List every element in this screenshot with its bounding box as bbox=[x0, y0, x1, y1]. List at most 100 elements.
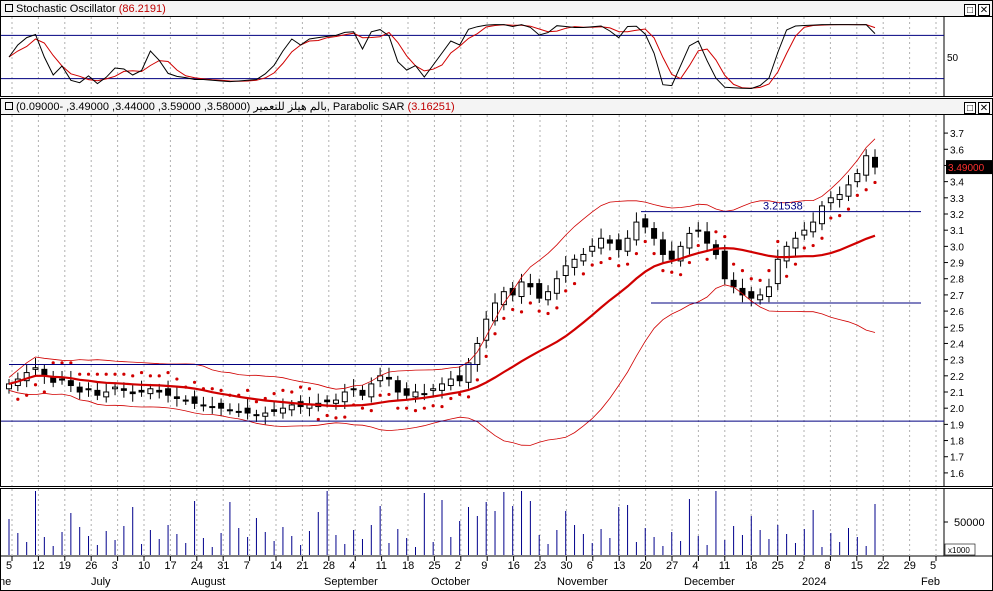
sar-dot bbox=[42, 390, 46, 394]
candle-body bbox=[774, 258, 781, 285]
date-label: 4 bbox=[692, 560, 698, 572]
close-button[interactable]: ✕ bbox=[978, 102, 990, 114]
candle-body bbox=[598, 237, 605, 249]
candle-body bbox=[447, 378, 454, 387]
candle-body bbox=[165, 388, 172, 396]
y-tick-label: 2.8 bbox=[950, 275, 964, 286]
sar-dot bbox=[687, 260, 692, 265]
date-label: 23 bbox=[534, 560, 546, 572]
sar-dot bbox=[290, 390, 294, 394]
sar-dot bbox=[643, 239, 647, 244]
date-label: 25 bbox=[772, 560, 784, 572]
candle-body bbox=[695, 229, 702, 232]
y-tick-label: 2.4 bbox=[950, 339, 964, 350]
candle-body bbox=[324, 399, 331, 403]
y-tick-label: 1.7 bbox=[950, 453, 964, 464]
sar-dot bbox=[732, 262, 736, 266]
sar-dot bbox=[811, 243, 815, 248]
date-label: 25 bbox=[428, 560, 440, 572]
date-label: 11 bbox=[719, 560, 730, 572]
date-label: 2 bbox=[798, 560, 804, 572]
date-label: 9 bbox=[481, 560, 487, 572]
sar-dot bbox=[184, 385, 188, 389]
date-label: 7 bbox=[244, 560, 250, 572]
candle-body bbox=[872, 156, 878, 168]
upper-band bbox=[8, 138, 876, 390]
month-label: November bbox=[557, 576, 608, 588]
sar-dot bbox=[590, 263, 594, 267]
sar-dot bbox=[343, 415, 347, 419]
candle-body bbox=[156, 389, 163, 393]
sar-dot bbox=[78, 372, 82, 376]
sar-dot bbox=[378, 393, 382, 397]
sar-dot bbox=[16, 397, 20, 401]
y-tick-label: 1.6 bbox=[950, 469, 964, 480]
candle-body bbox=[580, 253, 587, 262]
stoch-axis-label: 50 bbox=[947, 53, 959, 64]
sar-dot bbox=[148, 374, 152, 378]
sar-dot bbox=[528, 301, 532, 305]
sar-dot bbox=[237, 393, 241, 397]
moving-average bbox=[8, 234, 876, 408]
date-label: 14 bbox=[270, 560, 282, 572]
stochastic-title-bar: Stochastic Oscillator (86.2191) □ ✕ bbox=[1, 1, 992, 17]
sar-dot bbox=[334, 416, 338, 420]
date-label: 22 bbox=[877, 560, 889, 572]
candle-body bbox=[6, 383, 12, 390]
sar-dot bbox=[139, 370, 144, 375]
candle-body bbox=[430, 388, 437, 391]
candle-body bbox=[32, 367, 39, 370]
sar-dot bbox=[599, 260, 603, 265]
volume-chart: 5 12 19 26 3 10 17 24 31 7 14 21 28 4 11 18 25 2 9 16 23 30 6 1… bbox=[1, 489, 992, 588]
candle-body bbox=[589, 245, 596, 252]
price-ohlc: (3.58000, 3.59000, 3.44000, 3.49000, -0.… bbox=[16, 101, 330, 113]
candle-body bbox=[783, 245, 790, 262]
candle-body bbox=[668, 250, 675, 260]
candle-body bbox=[235, 410, 242, 413]
price-title: بالم هيلز للتعمير bbox=[253, 101, 327, 113]
sar-dot bbox=[855, 193, 859, 197]
sar-dot bbox=[714, 230, 718, 234]
sar-dot bbox=[564, 289, 568, 293]
stochastic-value: (86.2191) bbox=[118, 3, 166, 15]
sar-dot bbox=[263, 396, 267, 401]
candle-body bbox=[209, 406, 216, 409]
candle-body bbox=[271, 409, 278, 412]
stochastic-title: Stochastic Oscillator bbox=[16, 3, 116, 15]
candle-body bbox=[721, 250, 728, 280]
candle-body bbox=[182, 399, 189, 402]
sar-dot bbox=[281, 388, 285, 392]
candle-body bbox=[120, 388, 127, 391]
sar-dot bbox=[634, 252, 639, 256]
sar-dot bbox=[387, 392, 391, 397]
y-tick-label: 3.7 bbox=[950, 129, 964, 140]
date-label: 12 bbox=[32, 560, 44, 572]
candle-body bbox=[191, 396, 198, 404]
sar-dot bbox=[51, 361, 55, 365]
candle-body bbox=[765, 286, 772, 298]
date-label: 28 bbox=[323, 560, 335, 572]
sar-dot bbox=[776, 239, 780, 244]
date-label: 6 bbox=[587, 560, 593, 572]
sar-dot bbox=[475, 378, 479, 382]
sar-dot bbox=[678, 273, 683, 277]
candle-body bbox=[492, 302, 499, 322]
candle-body bbox=[836, 194, 843, 200]
sar-dot bbox=[113, 372, 117, 376]
restore-button[interactable]: □ bbox=[964, 4, 976, 16]
candle-body bbox=[686, 232, 693, 249]
sar-dot bbox=[555, 306, 559, 310]
y-tick-label: 2.1 bbox=[950, 388, 964, 399]
candle-body bbox=[421, 393, 428, 396]
price-chart: 1.6 1.7 1.8 1.9 2.0 2.1 2.2 2.3 2.4 2.5 2.6 2.7 2.8 2… bbox=[1, 115, 992, 486]
y-tick-label: 2.5 bbox=[950, 323, 964, 334]
stochastic-chart: 50 bbox=[1, 17, 959, 96]
sar-dot bbox=[740, 269, 745, 273]
restore-button[interactable]: □ bbox=[964, 102, 976, 114]
close-button[interactable]: ✕ bbox=[978, 4, 990, 16]
sar-dot bbox=[670, 270, 674, 274]
sar-dot bbox=[219, 388, 223, 392]
candle-body bbox=[615, 239, 622, 251]
sar-dot bbox=[325, 413, 329, 418]
y-tick-label: 3.0 bbox=[950, 242, 964, 253]
